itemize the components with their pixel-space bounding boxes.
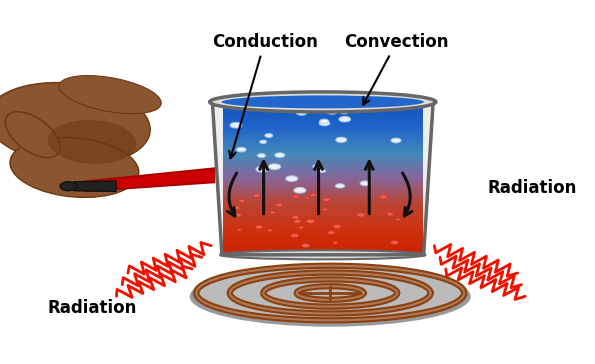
Ellipse shape (268, 164, 281, 170)
Ellipse shape (193, 264, 468, 322)
Text: Convection: Convection (345, 33, 449, 105)
Ellipse shape (60, 182, 77, 191)
Polygon shape (86, 169, 214, 191)
Ellipse shape (294, 219, 301, 223)
Ellipse shape (390, 241, 399, 245)
Ellipse shape (290, 234, 299, 238)
Ellipse shape (322, 208, 328, 211)
Ellipse shape (237, 229, 242, 231)
Ellipse shape (265, 134, 273, 137)
Text: Radiation: Radiation (488, 178, 577, 197)
Ellipse shape (294, 187, 306, 193)
Ellipse shape (323, 198, 330, 201)
Text: Radiation: Radiation (48, 298, 137, 317)
Ellipse shape (320, 119, 328, 123)
Ellipse shape (209, 92, 436, 112)
Ellipse shape (220, 250, 425, 259)
Ellipse shape (391, 138, 401, 143)
Ellipse shape (239, 199, 245, 202)
Ellipse shape (275, 203, 283, 206)
Ellipse shape (270, 211, 275, 214)
Ellipse shape (340, 110, 348, 114)
Ellipse shape (232, 206, 240, 210)
Ellipse shape (234, 213, 241, 217)
Polygon shape (212, 102, 433, 255)
Ellipse shape (327, 231, 335, 234)
Ellipse shape (339, 116, 350, 122)
Ellipse shape (236, 147, 246, 152)
Ellipse shape (360, 181, 370, 186)
Ellipse shape (267, 229, 273, 232)
Ellipse shape (296, 110, 307, 115)
Ellipse shape (380, 195, 387, 199)
Ellipse shape (256, 166, 268, 172)
Ellipse shape (0, 83, 150, 165)
Ellipse shape (387, 213, 393, 216)
Ellipse shape (255, 225, 263, 229)
Ellipse shape (313, 165, 321, 169)
Ellipse shape (293, 195, 299, 198)
Ellipse shape (336, 137, 347, 142)
Ellipse shape (275, 153, 284, 158)
Ellipse shape (286, 176, 298, 181)
Text: Conduction: Conduction (212, 33, 318, 158)
Ellipse shape (299, 226, 303, 229)
Ellipse shape (48, 120, 137, 164)
Ellipse shape (5, 112, 60, 158)
Ellipse shape (306, 219, 314, 223)
Ellipse shape (253, 194, 260, 197)
Ellipse shape (326, 108, 338, 114)
Ellipse shape (396, 218, 400, 221)
Ellipse shape (10, 138, 139, 197)
Ellipse shape (260, 140, 267, 143)
Polygon shape (65, 181, 116, 191)
Ellipse shape (333, 242, 337, 244)
Ellipse shape (357, 213, 365, 217)
Ellipse shape (258, 154, 265, 158)
Ellipse shape (319, 120, 330, 126)
Ellipse shape (292, 215, 299, 219)
Ellipse shape (386, 212, 391, 214)
Ellipse shape (59, 76, 161, 114)
Ellipse shape (190, 266, 471, 327)
Ellipse shape (302, 244, 310, 248)
Ellipse shape (221, 95, 424, 108)
Ellipse shape (305, 197, 309, 199)
Ellipse shape (310, 193, 316, 196)
Ellipse shape (230, 122, 242, 128)
Ellipse shape (306, 219, 315, 223)
Ellipse shape (333, 225, 341, 229)
Ellipse shape (319, 169, 325, 173)
Ellipse shape (336, 184, 345, 188)
